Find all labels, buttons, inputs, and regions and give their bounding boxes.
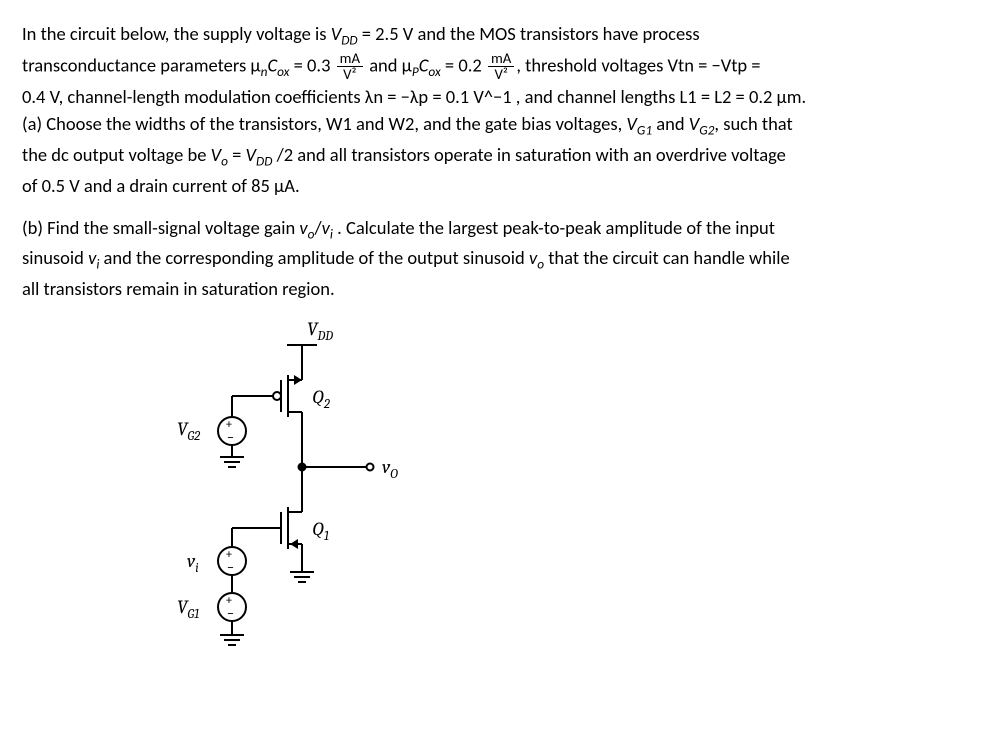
sym-v: v bbox=[299, 216, 307, 239]
denominator: V² bbox=[337, 67, 363, 83]
text: all transistors remain in saturation reg… bbox=[22, 277, 335, 300]
text: the dc output voltage be bbox=[22, 143, 211, 166]
fraction: mAV² bbox=[488, 51, 514, 83]
sub-p: P bbox=[412, 63, 419, 80]
sub-ox: ox bbox=[277, 63, 289, 80]
text: = 0.2 bbox=[441, 53, 486, 76]
text: = 2.5 V and the MOS transistors have pro… bbox=[358, 22, 700, 45]
sub-dd: DD bbox=[256, 153, 272, 170]
label-vg2: VG2 bbox=[177, 418, 200, 444]
denominator: V² bbox=[488, 67, 514, 83]
problem-paragraph-a: In the circuit below, the supply voltage… bbox=[22, 20, 986, 200]
text: , such that bbox=[714, 112, 792, 135]
minus-icon: − bbox=[227, 429, 234, 446]
text: . Calculate the largest peak-to-peak amp… bbox=[333, 216, 775, 239]
label-vo: vO bbox=[382, 456, 398, 482]
text: sinusoid bbox=[22, 246, 88, 269]
text: transconductance parameters μ bbox=[22, 53, 261, 76]
fraction: mAV² bbox=[337, 51, 363, 83]
minus-icon: − bbox=[227, 605, 234, 622]
text: and the corresponding amplitude of the o… bbox=[99, 246, 529, 269]
sym-v: v bbox=[322, 216, 330, 239]
sym-v: V bbox=[246, 143, 257, 166]
sym-c: C bbox=[267, 53, 277, 76]
sym-v: V bbox=[626, 112, 637, 135]
label-q1: Q1 bbox=[312, 518, 329, 544]
text: of 0.5 V and a drain current of 85 μA. bbox=[22, 174, 300, 197]
text: 0.4 V, channel-length modulation coeffic… bbox=[22, 85, 806, 108]
text: , threshold voltages Vtn = −Vtp = bbox=[516, 53, 760, 76]
label-q2: Q2 bbox=[312, 386, 330, 412]
sub-ox: ox bbox=[428, 63, 440, 80]
sym-v: V bbox=[331, 22, 342, 45]
text: = 0.3 bbox=[289, 53, 334, 76]
text: that the circuit can handle while bbox=[544, 246, 790, 269]
circuit-svg: VDD Q2 vO bbox=[112, 317, 422, 677]
sym-dd: DD bbox=[341, 32, 357, 49]
sym-v: V bbox=[689, 112, 700, 135]
sym-c: C bbox=[419, 53, 429, 76]
label-vi: vi bbox=[187, 550, 199, 576]
text: (a) Choose the widths of the transistors… bbox=[22, 112, 626, 135]
problem-paragraph-b: (b) Find the small-signal voltage gain v… bbox=[22, 214, 986, 303]
circuit-diagram: VDD Q2 vO bbox=[112, 317, 986, 677]
text: and μ bbox=[365, 53, 412, 76]
sym-v: v bbox=[529, 246, 537, 269]
sub-g2: G2 bbox=[699, 122, 714, 139]
text: / bbox=[314, 216, 321, 239]
text: (b) Find the small-signal voltage gain bbox=[22, 216, 299, 239]
label-vdd: VDD bbox=[307, 318, 333, 344]
text: In the circuit below, the supply voltage… bbox=[22, 22, 331, 45]
text: and bbox=[652, 112, 689, 135]
sub-o: o bbox=[221, 153, 228, 170]
minus-icon: − bbox=[227, 559, 234, 576]
sym-v: V bbox=[211, 143, 222, 166]
sub-g1: G1 bbox=[637, 122, 652, 139]
text: = bbox=[228, 143, 246, 166]
text: /2 and all transistors operate in satura… bbox=[272, 143, 785, 166]
label-vg1: VG1 bbox=[177, 596, 199, 622]
